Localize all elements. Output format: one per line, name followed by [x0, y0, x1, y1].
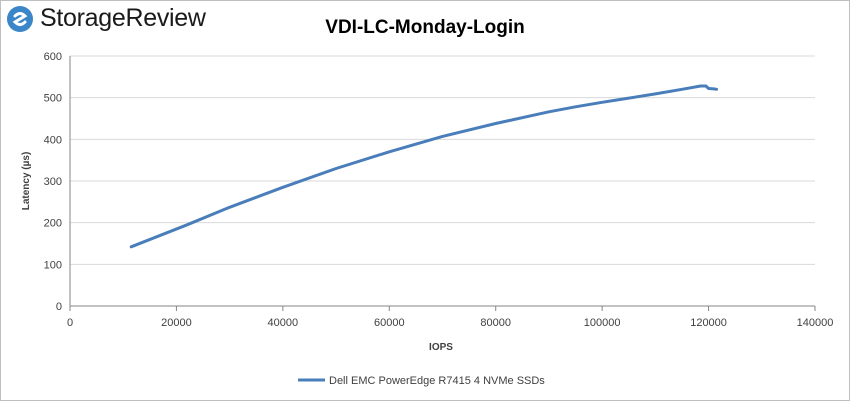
y-tick-label: 600 — [44, 51, 62, 63]
x-tick-labels: 0 20000 40000 60000 80000 100000 120000 140000 — [67, 317, 833, 329]
x-tick-label: 100000 — [584, 317, 621, 329]
x-tick-label: 80000 — [480, 317, 511, 329]
series-line-0 — [129, 84, 719, 249]
y-tick-labels: 0 100 200 300 400 500 600 — [44, 51, 62, 313]
storagereview-logo-icon — [7, 5, 33, 32]
y-tick-label: 200 — [44, 218, 62, 230]
y-tick-label: 400 — [44, 134, 62, 146]
y-tick-label: 100 — [44, 259, 62, 271]
legend-label: Dell EMC PowerEdge R7415 4 NVMe SSDs — [329, 375, 545, 387]
y-tick-label: 0 — [56, 301, 62, 313]
brand-name: StorageReview — [40, 4, 206, 32]
x-tick-label: 20000 — [161, 317, 192, 329]
x-tick-label: 120000 — [690, 317, 727, 329]
y-tick-label: 300 — [44, 176, 62, 188]
x-tick-label: 0 — [67, 317, 73, 329]
brand-logo: StorageReview — [6, 4, 206, 33]
x-tick-label: 40000 — [268, 317, 299, 329]
y-axis-title: Latency (µs) — [21, 152, 32, 211]
x-tick-label: 60000 — [374, 317, 405, 329]
x-axis-title: IOPS — [429, 342, 453, 353]
axes — [69, 56, 816, 311]
series-layer — [129, 84, 719, 249]
chart-title: VDI-LC-Monday-Login — [325, 17, 524, 38]
x-tick-label: 140000 — [797, 317, 834, 329]
legend: Dell EMC PowerEdge R7415 4 NVMe SSDs — [298, 375, 545, 387]
y-tick-label: 500 — [44, 93, 62, 105]
